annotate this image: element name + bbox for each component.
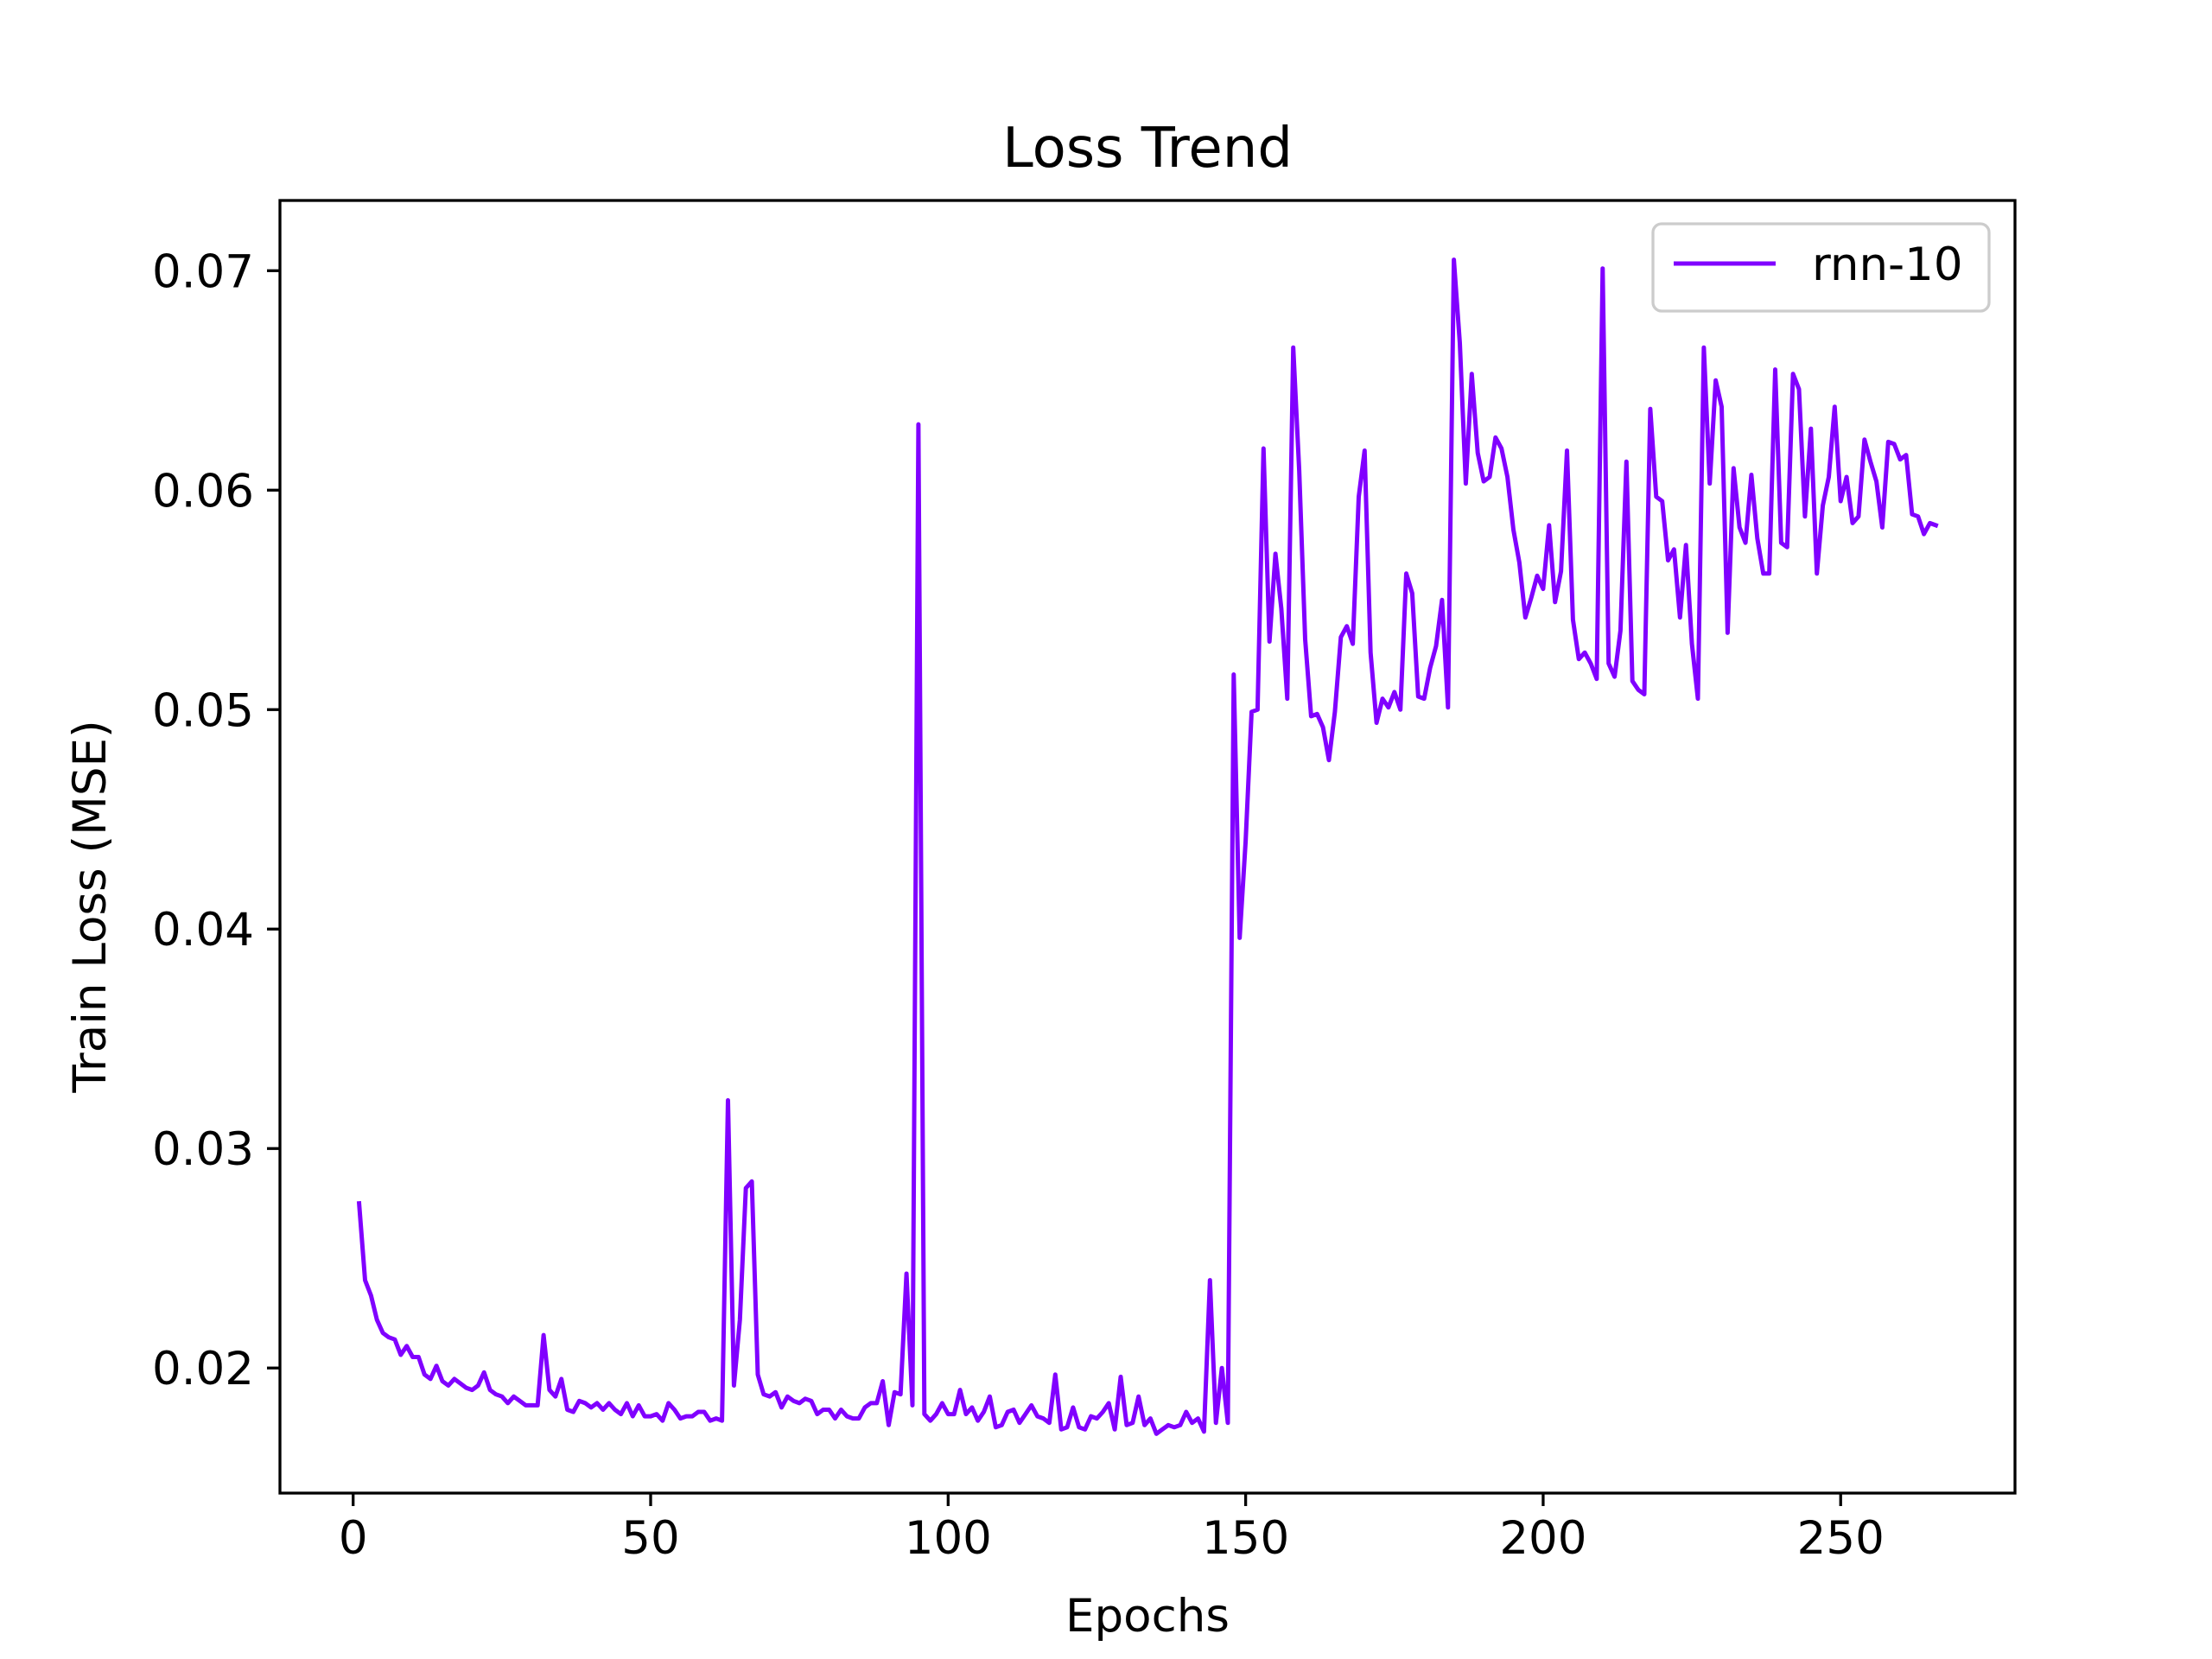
y-tick-label: 0.04	[152, 904, 254, 957]
legend: rnn-10	[1651, 222, 1991, 313]
x-tick-label: 100	[905, 1512, 992, 1565]
x-tick-label: 200	[1499, 1512, 1586, 1565]
series-line-rnn-10	[356, 257, 1939, 1436]
x-axis-label: Epochs	[1065, 1590, 1230, 1643]
y-tick-label: 0.06	[152, 465, 254, 518]
series-layer	[356, 257, 1939, 1436]
x-tick-label: 50	[621, 1512, 679, 1565]
x-tick-label: 250	[1797, 1512, 1885, 1565]
legend-box	[1651, 222, 1991, 313]
y-tick-label: 0.03	[152, 1123, 254, 1176]
x-axis: 0 50 100 150 200 250	[339, 1493, 1885, 1565]
plot-area-frame	[278, 199, 2017, 1495]
x-tick-label: 150	[1202, 1512, 1289, 1565]
chart-title: Loss Trend	[1002, 117, 1293, 181]
x-tick-label: 0	[339, 1512, 368, 1565]
legend-label-rnn-10: rnn-10	[1812, 238, 1963, 291]
y-axis-label: Train Loss (MSE)	[64, 720, 117, 1093]
y-tick-label: 0.07	[152, 245, 254, 298]
y-tick-label: 0.02	[152, 1343, 254, 1395]
y-axis: 0.02 0.03 0.04 0.05 0.06 0.07	[152, 245, 280, 1395]
y-tick-label: 0.05	[152, 684, 254, 737]
